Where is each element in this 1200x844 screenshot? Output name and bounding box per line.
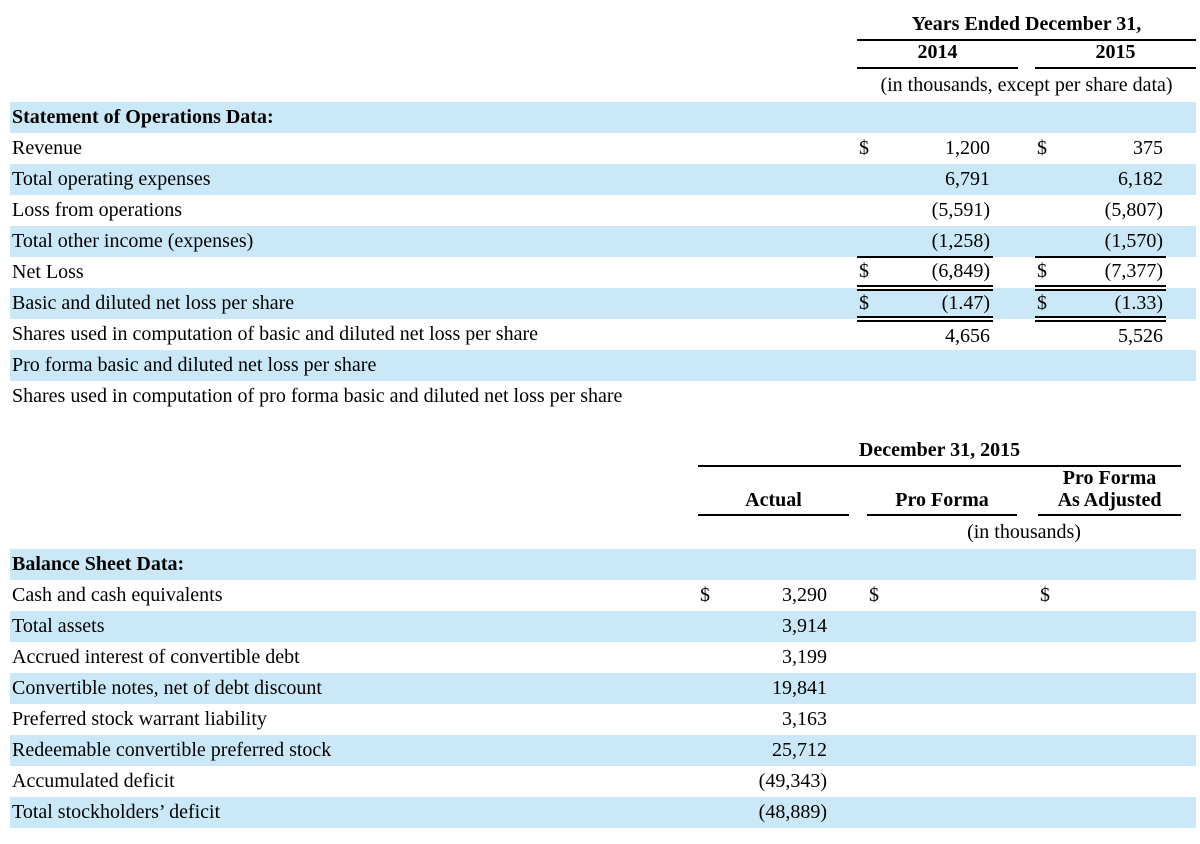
bs-column-pro-forma-as-adjusted-line1: Pro Forma — [1062, 467, 1157, 489]
value-cell: (5,591) — [931, 199, 990, 221]
table-row: Convertible notes, net of debt discount … — [10, 673, 1197, 704]
table-row: Accumulated deficit (49,343) — [10, 766, 1196, 797]
table-row: Redeemable convertible preferred stock 2… — [10, 735, 1197, 766]
row-label: Accumulated deficit — [12, 770, 175, 792]
dollar-sign: $ — [1035, 288, 1065, 322]
ops-units-note: (in thousands, except per share data) — [880, 74, 1173, 96]
value-cell: 5,526 — [1118, 324, 1163, 347]
dollar-sign: $ — [1035, 257, 1065, 291]
value-cell: (6,849) — [887, 257, 993, 291]
dollar-sign: $ — [857, 288, 887, 322]
ops-section-title: Statement of Operations Data: — [12, 106, 274, 128]
row-label: Redeemable convertible preferred stock — [12, 739, 332, 761]
value-cell: 375 — [1133, 137, 1163, 159]
table-row: Total operating expenses 6,791 6,182 — [10, 164, 1197, 195]
ops-units-note-row: (in thousands, except per share data) — [10, 68, 1196, 102]
ops-section-title-row: Statement of Operations Data: — [10, 102, 1197, 133]
value-cell: 25,712 — [772, 739, 827, 761]
ops-period-header: Years Ended December 31, — [857, 12, 1197, 41]
ops-year-header-row: 2014 2015 — [10, 40, 1197, 69]
row-label: Convertible notes, net of debt discount — [12, 677, 322, 699]
bs-units-note: (in thousands) — [967, 521, 1081, 543]
bs-period-header-row: December 31, 2015 — [10, 438, 1196, 467]
row-label: Net Loss — [12, 261, 84, 283]
table-row: Shares used in computation of basic and … — [10, 319, 1196, 350]
table-row: Loss from operations (5,591) (5,807) — [10, 195, 1196, 226]
row-label: Preferred stock warrant liability — [12, 708, 267, 730]
value-cell: (5,807) — [1104, 199, 1163, 221]
row-label: Accrued interest of convertible debt — [12, 646, 300, 668]
table-row: Preferred stock warrant liability 3,163 — [10, 704, 1196, 735]
row-label: Loss from operations — [12, 199, 182, 221]
ops-period-header-row: Years Ended December 31, — [10, 12, 1197, 41]
value-cell: 4,656 — [945, 324, 990, 347]
value-cell: (49,343) — [758, 770, 827, 792]
table-row: Accrued interest of convertible debt 3,1… — [10, 642, 1196, 673]
dollar-sign: $ — [700, 584, 710, 606]
value-cell: 3,914 — [782, 615, 827, 637]
dollar-sign: $ — [869, 584, 879, 606]
bs-section-title-row: Balance Sheet Data: — [10, 549, 1197, 580]
bs-column-actual: Actual — [698, 466, 849, 516]
bs-period-header: December 31, 2015 — [698, 438, 1182, 467]
ops-year-2014-header: 2014 — [857, 40, 1018, 69]
value-cell: (1.47) — [887, 288, 993, 322]
value-cell: (1,570) — [1065, 226, 1166, 258]
row-label: Total operating expenses — [12, 168, 211, 190]
value-cell: (48,889) — [758, 801, 827, 823]
operations-table: Years Ended December 31, 2014 2015 (in t… — [10, 12, 1197, 412]
row-label: Total assets — [12, 615, 105, 637]
dollar-sign: $ — [1037, 137, 1047, 159]
row-label: Total other income (expenses) — [12, 230, 254, 252]
value-cell: 6,791 — [945, 168, 990, 190]
row-label: Basic and diluted net loss per share — [12, 292, 295, 314]
value-cell: 3,199 — [782, 646, 827, 668]
bs-column-header-row: Actual Pro Forma Pro Forma As Adjusted — [10, 466, 1196, 516]
dollar-sign: $ — [859, 137, 869, 159]
row-label: Shares used in computation of pro forma … — [12, 385, 623, 407]
bs-column-pro-forma-as-adjusted: Pro Forma As Adjusted — [1038, 466, 1182, 516]
value-cell: (1.33) — [1065, 288, 1166, 322]
dollar-sign: $ — [857, 257, 887, 291]
value-cell: 6,182 — [1118, 168, 1163, 190]
balance-sheet-table: December 31, 2015 Actual Pro Forma Pro F… — [10, 438, 1197, 828]
ops-year-2015-header: 2015 — [1035, 40, 1197, 69]
table-row: Total stockholders’ deficit (48,889) — [10, 797, 1197, 828]
table-row: Revenue $ 1,200 $ 375 — [10, 133, 1196, 164]
table-row: Basic and diluted net loss per share $ (… — [10, 288, 1197, 322]
table-row: Total assets 3,914 — [10, 611, 1197, 642]
row-label: Pro forma basic and diluted net loss per… — [12, 354, 377, 376]
row-label: Cash and cash equivalents — [12, 584, 223, 606]
row-label: Total stockholders’ deficit — [12, 801, 221, 823]
value-cell: 19,841 — [772, 677, 827, 699]
value-cell: 3,290 — [782, 584, 827, 606]
table-row: Shares used in computation of pro forma … — [10, 381, 1196, 412]
table-row: Pro forma basic and diluted net loss per… — [10, 350, 1197, 381]
table-row: Total other income (expenses) (1,258) (1… — [10, 226, 1197, 258]
row-label: Shares used in computation of basic and … — [12, 323, 538, 345]
bs-column-pro-forma: Pro Forma — [867, 466, 1017, 516]
bs-column-pro-forma-as-adjusted-line2: As Adjusted — [1057, 489, 1162, 511]
value-cell: (1,258) — [887, 226, 993, 258]
table-row: Net Loss $ (6,849) $ (7,377) — [10, 257, 1196, 291]
bs-units-note-row: (in thousands) — [10, 515, 1196, 549]
value-cell: (7,377) — [1065, 257, 1166, 291]
row-label: Revenue — [12, 137, 82, 159]
value-cell: 1,200 — [945, 137, 990, 159]
value-cell: 3,163 — [782, 708, 827, 730]
bs-section-title: Balance Sheet Data: — [12, 553, 185, 575]
table-row: Cash and cash equivalents $ 3,290 $ $ — [10, 580, 1196, 611]
dollar-sign: $ — [1040, 584, 1050, 606]
